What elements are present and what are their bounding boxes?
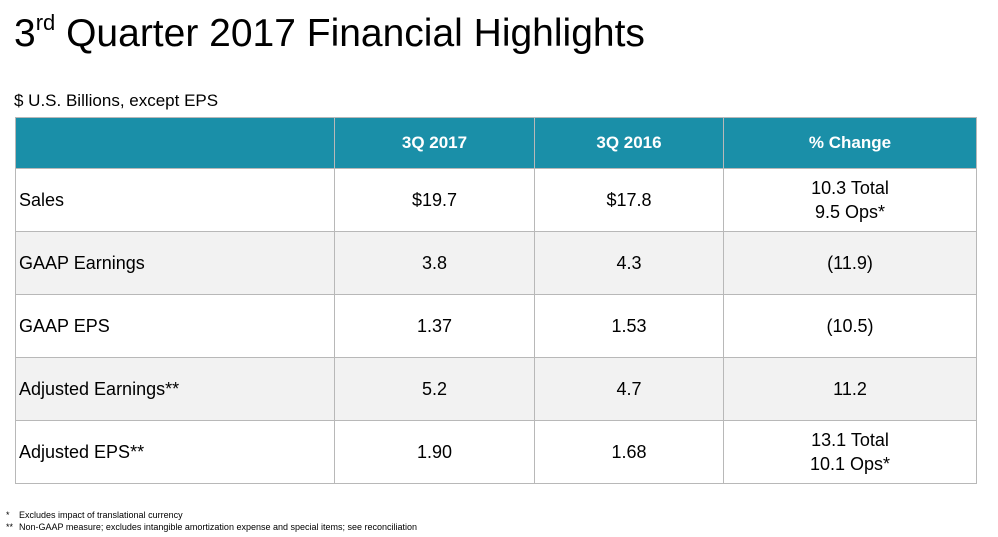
footnote-text: Non-GAAP measure; excludes intangible am… [19, 522, 418, 532]
value-3q-2016: $17.8 [534, 168, 724, 232]
change-line-2: 10.1 Ops* [809, 454, 891, 474]
footnote-marker: ** [6, 522, 14, 532]
value-percent-change: 10.3 Total 9.5 Ops* [723, 168, 977, 232]
change-line-1: (10.5) [826, 316, 874, 336]
row-label: GAAP Earnings [15, 231, 335, 295]
table-row-adjusted-earnings: Adjusted Earnings** 5.2 4.7 11.2 [15, 357, 977, 421]
value-3q-2016: 1.68 [534, 420, 724, 484]
row-label: Adjusted Earnings** [15, 357, 335, 421]
units-note: $ U.S. Billions, except EPS [14, 91, 219, 110]
table-header-row: 3Q 2017 3Q 2016 % Change [15, 117, 977, 169]
header-metric [15, 117, 335, 169]
value-percent-change: (10.5) [723, 294, 977, 358]
value-3q-2017: 3.8 [334, 231, 535, 295]
header-percent-change: % Change [723, 117, 977, 169]
value-3q-2017: $19.7 [334, 168, 535, 232]
row-label: Sales [15, 168, 335, 232]
slide-title: 3rd Quarter 2017 Financial Highlights [14, 10, 645, 58]
value-3q-2017: 1.37 [334, 294, 535, 358]
footnote-1: * Excludes impact of translational curren… [6, 509, 417, 521]
table-row-adjusted-eps: Adjusted EPS** 1.90 1.68 13.1 Total 10.1 … [15, 420, 977, 484]
value-percent-change: (11.9) [723, 231, 977, 295]
header-3q-2016: 3Q 2016 [534, 117, 724, 169]
footnote-text: Excludes impact of translational currenc… [19, 510, 183, 520]
value-percent-change: 13.1 Total 10.1 Ops* [723, 420, 977, 484]
change-line-1: 11.2 [833, 379, 867, 399]
table-row-sales: Sales $19.7 $17.8 10.3 Total 9.5 Ops* [15, 168, 977, 232]
value-3q-2016: 4.7 [534, 357, 724, 421]
change-line-1: 10.3 Total [811, 178, 889, 198]
value-3q-2017: 5.2 [334, 357, 535, 421]
table-row-gaap-eps: GAAP EPS 1.37 1.53 (10.5) [15, 294, 977, 358]
title-rest: Quarter 2017 Financial Highlights [55, 12, 645, 55]
row-label: Adjusted EPS** [15, 420, 335, 484]
title-superscript: rd [35, 10, 56, 35]
footnote-2: ** Non-GAAP measure; excludes intangible … [6, 521, 417, 533]
title-prefix: 3 [14, 12, 36, 55]
change-line-2: 9.5 Ops* [814, 202, 886, 222]
financial-highlights-table: 3Q 2017 3Q 2016 % Change Sales $19.7 $17… [15, 117, 977, 484]
value-3q-2017: 1.90 [334, 420, 535, 484]
header-3q-2017: 3Q 2017 [334, 117, 535, 169]
value-percent-change: 11.2 [723, 357, 977, 421]
row-label: GAAP EPS [15, 294, 335, 358]
footnotes: * Excludes impact of translational curren… [6, 509, 417, 533]
footnote-marker: * [6, 510, 10, 520]
change-line-1: 13.1 Total [811, 430, 889, 450]
change-line-1: (11.9) [827, 253, 873, 273]
table-row-gaap-earnings: GAAP Earnings 3.8 4.3 (11.9) [15, 231, 977, 295]
value-3q-2016: 4.3 [534, 231, 724, 295]
value-3q-2016: 1.53 [534, 294, 724, 358]
